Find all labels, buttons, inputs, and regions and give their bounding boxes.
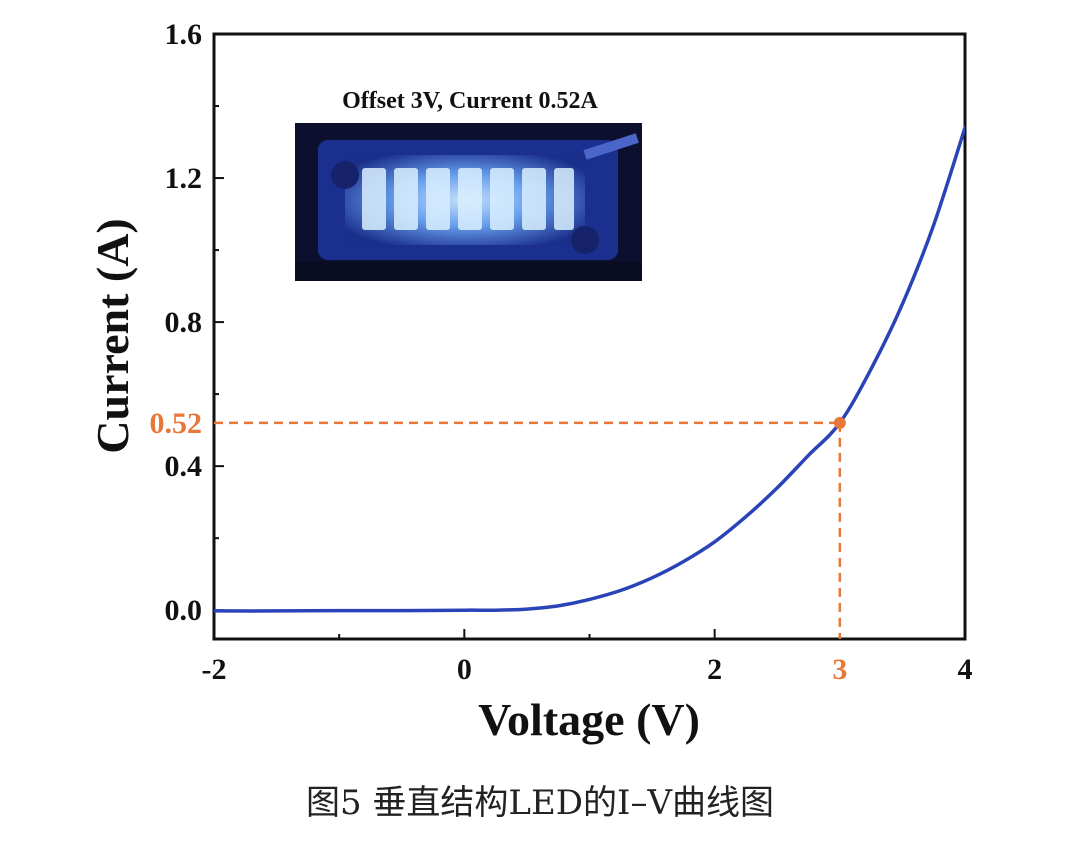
y-tick-label: 1.2 <box>165 162 203 195</box>
y-tick-label: 0.0 <box>165 594 203 627</box>
iv-curve-line <box>214 125 965 613</box>
x-axis-title: Voltage (V) <box>478 694 700 745</box>
inset-title: Offset 3V, Current 0.52A <box>342 88 598 114</box>
highlight-x-label: 3 <box>832 653 847 686</box>
y-tick-label: 1.6 <box>165 18 203 51</box>
figure-caption: 图5 垂直结构LED的I–V曲线图 <box>305 783 775 823</box>
x-tick-label: 2 <box>707 653 722 686</box>
chart-area: -2 0 2 4 0.0 0.4 0.8 1.2 1.6 0.52 3 Offset 3V, C… <box>87 18 973 745</box>
x-tick-label: 4 <box>958 653 973 686</box>
x-axis-ticks: -2 0 2 4 <box>202 629 973 686</box>
y-tick-label: 0.8 <box>165 306 203 339</box>
y-axis-ticks: 0.0 0.4 0.8 1.2 1.6 <box>165 18 224 627</box>
x-tick-label: 0 <box>457 653 472 686</box>
highlight-point <box>833 416 846 429</box>
blue-led-array-photo <box>295 123 642 281</box>
highlight-y-label: 0.52 <box>150 407 203 440</box>
inset: Offset 3V, Current 0.52A <box>295 88 642 281</box>
highlight-guides: 0.52 3 <box>150 407 848 686</box>
x-tick-label: -2 <box>202 653 227 686</box>
y-axis-title: Current (A) <box>87 218 138 453</box>
y-tick-label: 0.4 <box>165 450 203 483</box>
